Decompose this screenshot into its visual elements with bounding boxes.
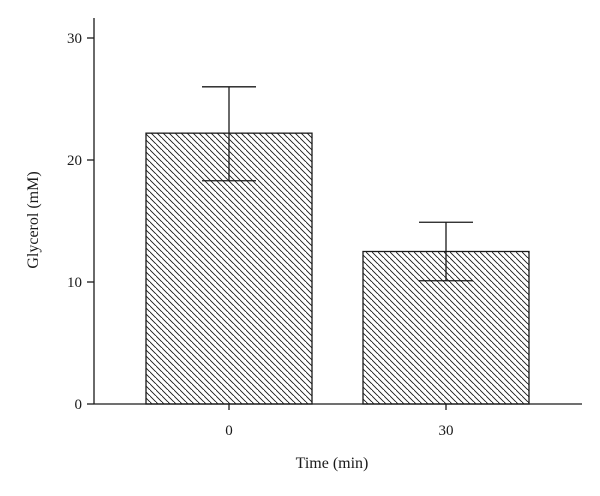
axes-layer — [87, 18, 582, 410]
error-bars-layer — [202, 86, 473, 282]
y-axis-title: Glycerol (mM) — [25, 171, 42, 268]
bars-layer — [145, 132, 530, 405]
y-tick-label-10: 10 — [67, 275, 82, 291]
tick-labels-layer: 0 30 0 10 20 30 — [67, 31, 454, 439]
y-tick-label-0: 0 — [75, 397, 83, 413]
x-axis-title: Time (min) — [296, 455, 369, 472]
y-tick-label-20: 20 — [67, 153, 82, 169]
x-tick-label-0: 0 — [225, 423, 233, 439]
y-tick-label-30: 30 — [67, 31, 82, 47]
x-tick-label-30: 30 — [439, 423, 454, 439]
